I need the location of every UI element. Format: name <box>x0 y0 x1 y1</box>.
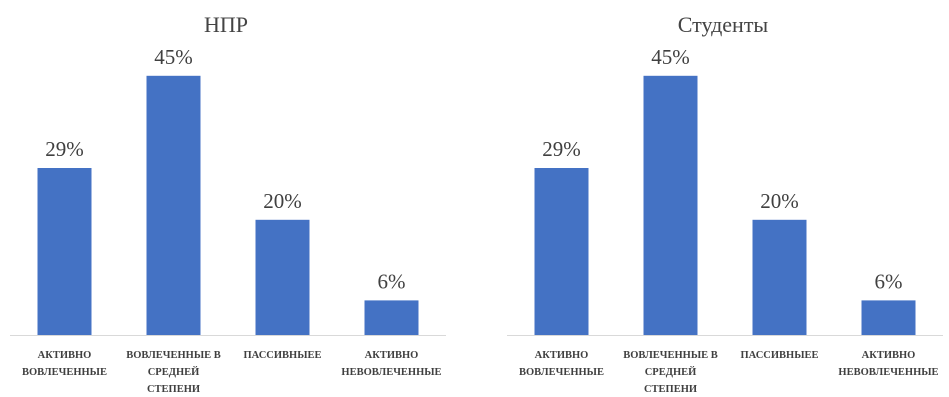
category-label-1-line-1: СРЕДНЕЙ <box>645 366 697 378</box>
bar-0 <box>534 168 589 335</box>
category-label-1-line-0: ВОВЛЕЧЕННЫЕ В <box>126 350 221 361</box>
category-label-0-line-0: АКТИВНО <box>535 350 589 361</box>
bar-2 <box>255 219 310 335</box>
category-label-1-line-2: СТЕПЕНИ <box>147 384 200 395</box>
data-label-1: 45% <box>154 45 193 69</box>
category-label-2-line-0: ПАССИВНЫЕЕ <box>740 350 818 361</box>
chart-title: Студенты <box>677 12 769 37</box>
bar-0 <box>37 168 92 335</box>
category-label-2-line-0: ПАССИВНЫЕЕ <box>243 350 321 361</box>
bar-3 <box>861 300 916 335</box>
bar-3 <box>364 300 419 335</box>
category-label-0-line-1: ВОВЛЕЧЕННЫЕ <box>519 367 604 378</box>
category-label-3-line-0: АКТИВНО <box>862 350 916 361</box>
data-label-2: 20% <box>263 189 302 213</box>
data-label-1: 45% <box>651 45 690 69</box>
chart-plot-area: 29% АКТИВНО ВОВЛЕЧЕННЫЕ 45% ВОВЛЕЧЕННЫЕ В СРЕ… <box>10 45 446 395</box>
category-label-0-line-1: ВОВЛЕЧЕННЫЕ <box>22 367 107 378</box>
data-label-2: 20% <box>760 189 799 213</box>
data-label-0: 29% <box>542 137 581 161</box>
bar-1 <box>643 75 698 336</box>
category-label-1-line-2: СТЕПЕНИ <box>644 384 697 395</box>
chart-students: Студенты 29% АКТИВНО ВОВЛЕЧЕННЫЕ 45% ВОВЛЕЧЕ… <box>497 0 949 397</box>
category-label-1-line-0: ВОВЛЕЧЕННЫЕ В <box>623 350 718 361</box>
category-label-0-line-0: АКТИВНО <box>38 350 92 361</box>
category-label-3-line-1: НЕВОВЛЕЧЕННЫЕ <box>838 367 938 378</box>
data-label-3: 6% <box>875 269 903 293</box>
chart-plot-area: 29% АКТИВНО ВОВЛЕЧЕННЫЕ 45% ВОВЛЕЧЕННЫЕ В СРЕ… <box>507 45 943 395</box>
chart-npr: НПР 29% АКТИВНО ВОВЛЕЧЕННЫЕ 45% ВОВЛЕЧЕННЫЕ … <box>0 0 452 397</box>
bar-1 <box>146 75 201 336</box>
bar-2 <box>752 219 807 335</box>
data-label-0: 29% <box>45 137 84 161</box>
category-label-3-line-0: АКТИВНО <box>365 350 419 361</box>
chart-title: НПР <box>203 12 248 37</box>
data-label-3: 6% <box>378 269 406 293</box>
category-label-1-line-1: СРЕДНЕЙ <box>148 366 200 378</box>
category-label-3-line-1: НЕВОВЛЕЧЕННЫЕ <box>341 367 441 378</box>
